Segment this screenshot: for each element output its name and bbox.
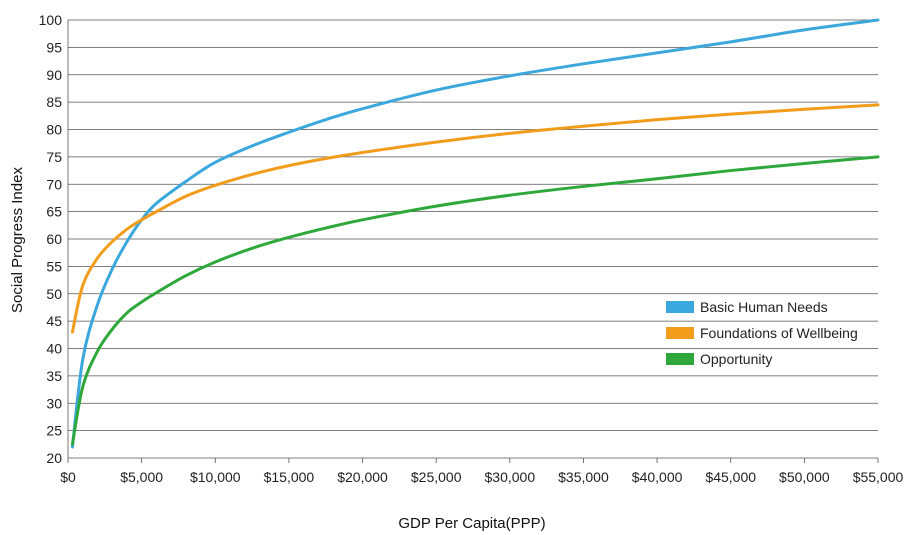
y-axis-ticks: 20 25 30 35 40 45 50 55 60 65 70 75 80 85 90 95 100 — [39, 12, 63, 466]
y-tick-label: 45 — [46, 313, 62, 329]
y-tick-label: 30 — [46, 395, 62, 411]
y-tick-label: 50 — [46, 286, 62, 302]
y-tick-label: 90 — [46, 67, 62, 83]
series-line-foundations-of-wellbeing — [70, 103, 880, 334]
y-tick-label: 75 — [46, 149, 62, 165]
legend-label: Basic Human Needs — [700, 299, 828, 315]
x-axis-ticks: $0 $5,000 $10,000 $15,000 $20,000 $25,000 $30,… — [60, 458, 904, 485]
y-tick-label: 80 — [46, 122, 62, 138]
x-tick-label: $0 — [60, 469, 76, 485]
y-tick-label: 20 — [46, 450, 62, 466]
legend-label: Foundations of Wellbeing — [700, 325, 858, 341]
x-tick-label: $35,000 — [558, 469, 609, 485]
x-tick-label: $45,000 — [705, 469, 756, 485]
x-tick-label: $25,000 — [411, 469, 462, 485]
legend-swatch — [666, 327, 694, 339]
legend-swatch — [666, 353, 694, 365]
legend-label: Opportunity — [700, 351, 772, 367]
series-lines — [70, 18, 880, 449]
y-tick-label: 85 — [46, 94, 62, 110]
y-tick-label: 65 — [46, 204, 62, 220]
x-tick-label: $10,000 — [190, 469, 241, 485]
x-tick-label: $5,000 — [120, 469, 163, 485]
y-tick-label: 60 — [46, 231, 62, 247]
x-axis-label: GDP Per Capita(PPP) — [398, 515, 545, 532]
y-tick-label: 95 — [46, 39, 62, 55]
y-tick-label: 35 — [46, 368, 62, 384]
y-tick-label: 55 — [46, 258, 62, 274]
x-tick-label: $55,000 — [853, 469, 904, 485]
grid-lines — [67, 19, 878, 459]
x-tick-label: $15,000 — [264, 469, 315, 485]
x-tick-label: $40,000 — [632, 469, 683, 485]
x-tick-label: $50,000 — [779, 469, 830, 485]
series-line-opportunity — [70, 155, 880, 446]
y-tick-label: 100 — [39, 12, 63, 28]
y-tick-label: 25 — [46, 423, 62, 439]
x-tick-label: $20,000 — [337, 469, 388, 485]
y-tick-label: 40 — [46, 341, 62, 357]
legend: Basic Human Needs Foundations of Wellbein… — [666, 299, 858, 367]
x-tick-label: $30,000 — [485, 469, 536, 485]
series-line-basic-human-needs — [70, 18, 880, 449]
y-axis-label: Social Progress Index — [9, 167, 26, 313]
legend-swatch — [666, 301, 694, 313]
y-tick-label: 70 — [46, 176, 62, 192]
